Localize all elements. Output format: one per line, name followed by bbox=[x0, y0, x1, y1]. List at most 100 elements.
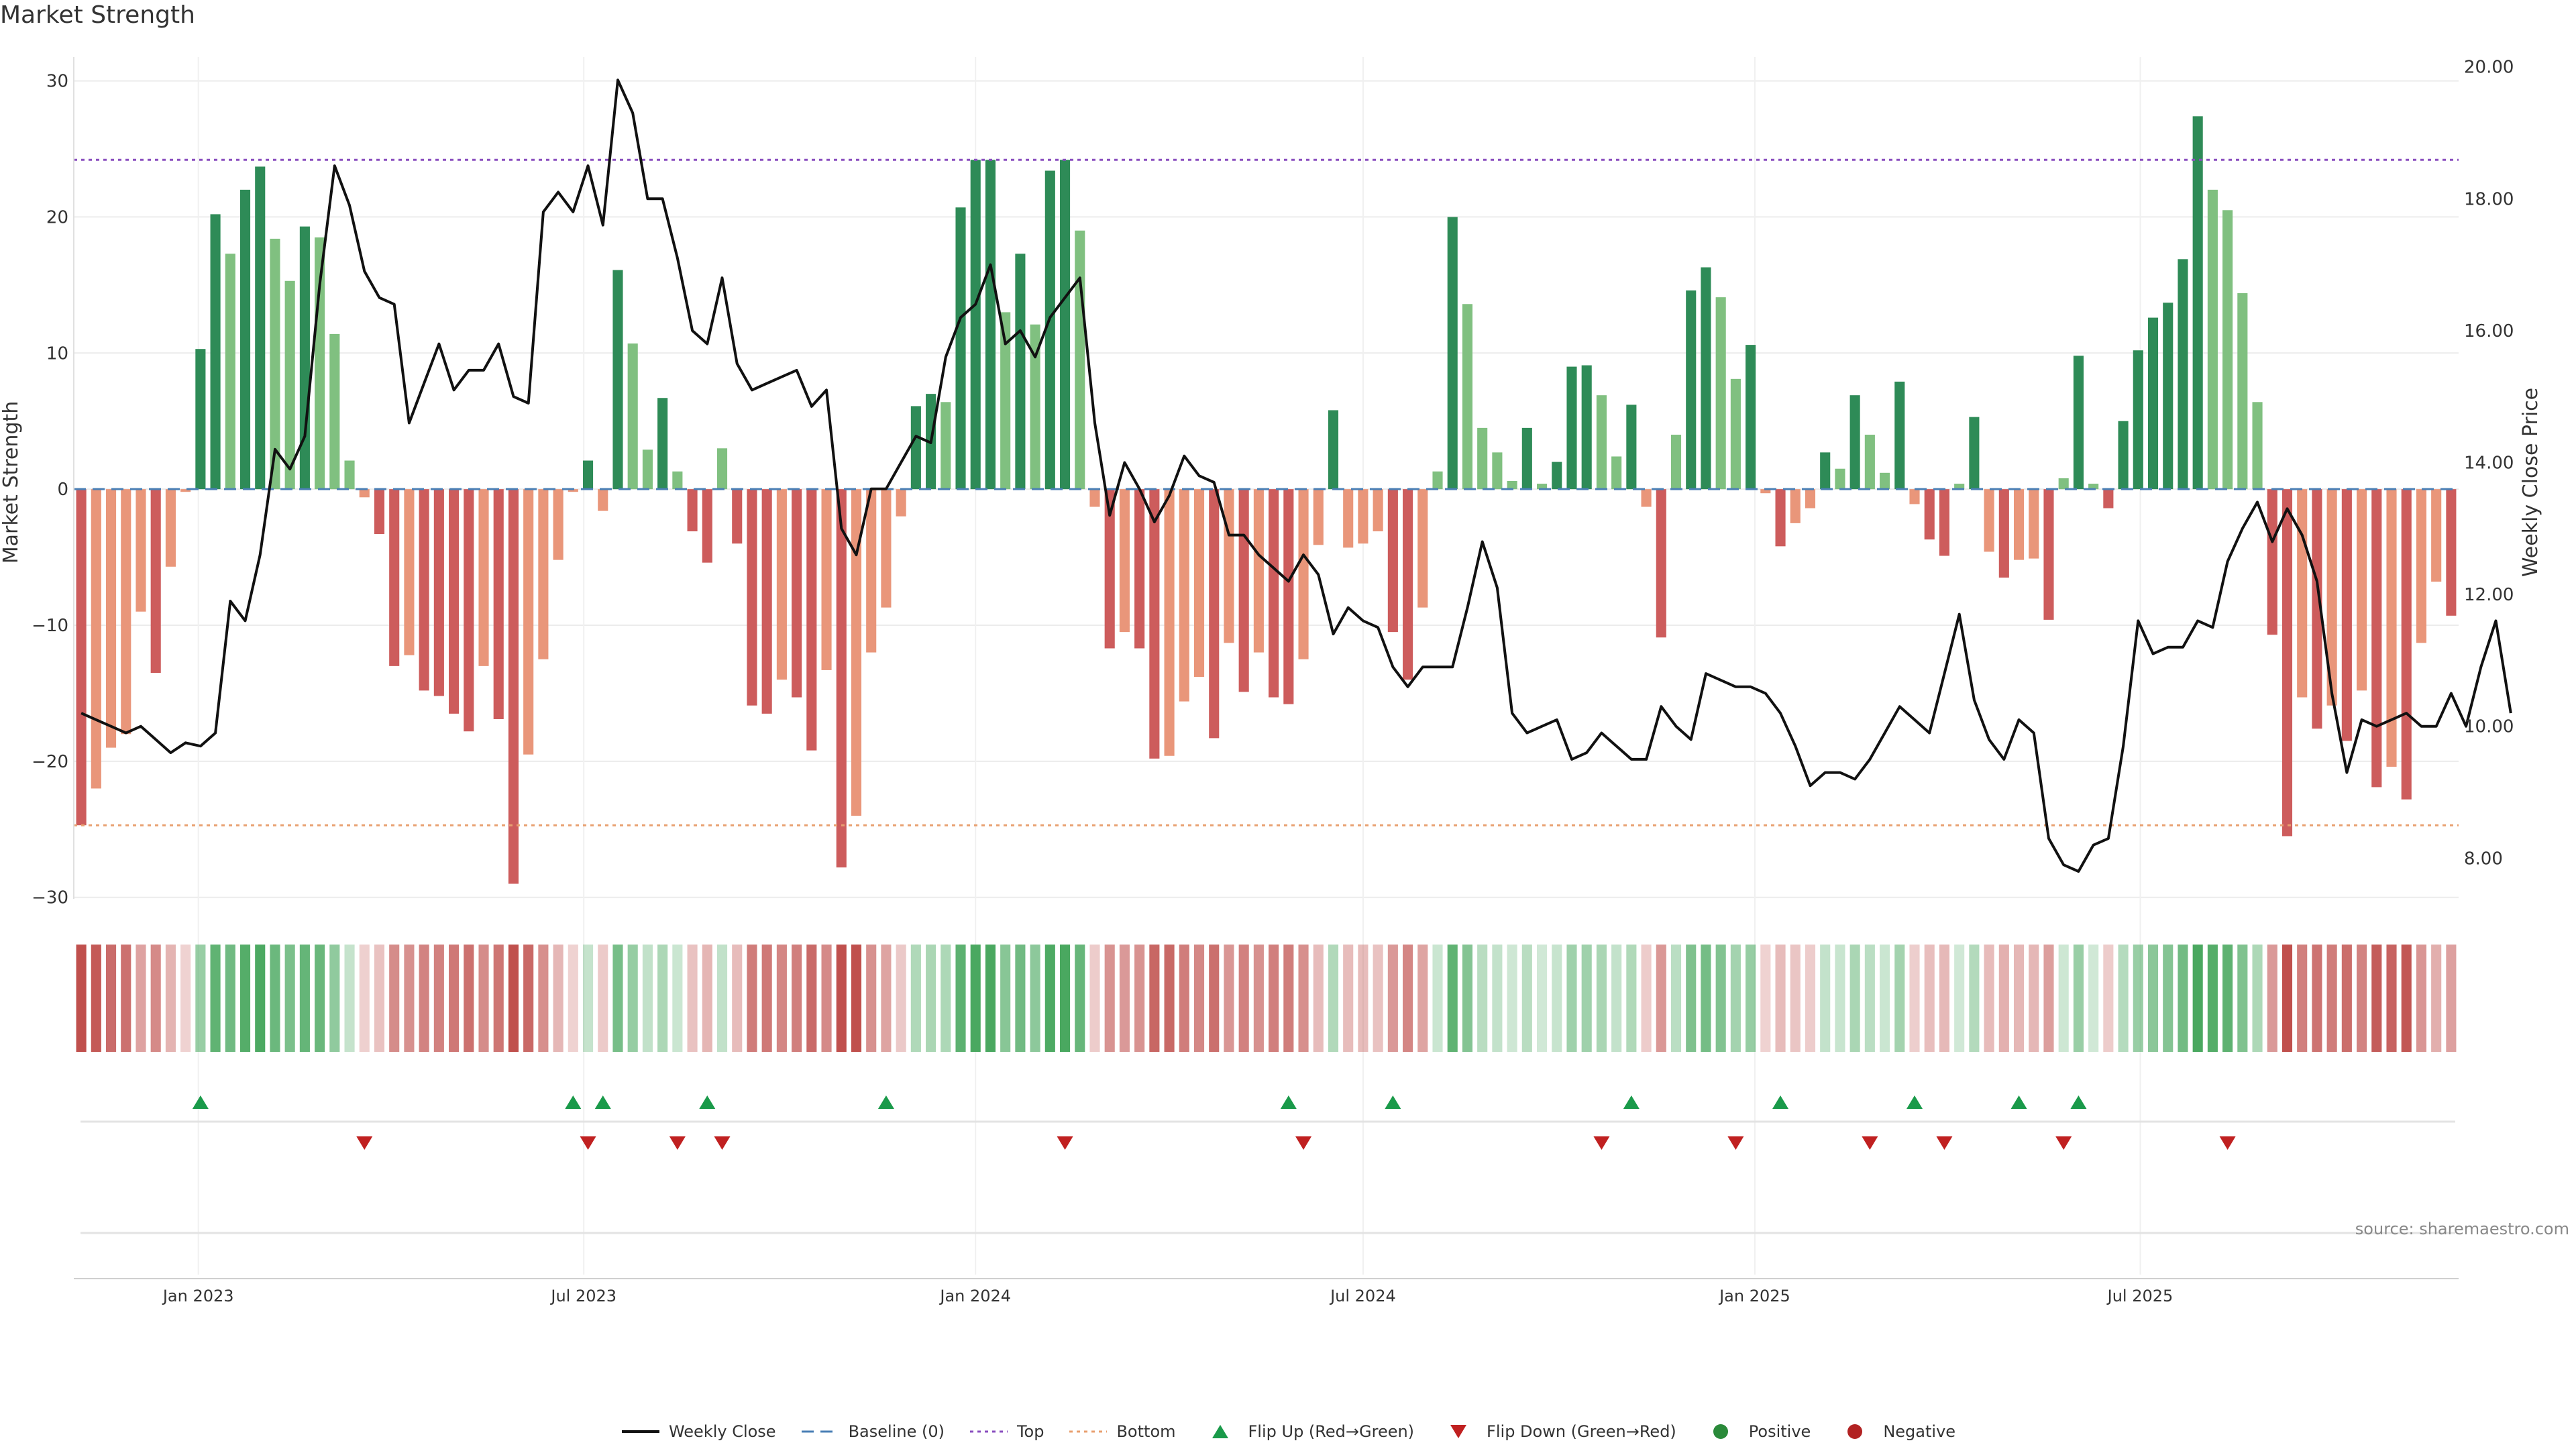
chart-title: Market Strength bbox=[0, 1, 195, 29]
heat-cell bbox=[1998, 945, 2009, 1052]
strength-bar bbox=[210, 214, 221, 490]
strength-bar bbox=[1328, 410, 1339, 490]
strength-bar bbox=[1403, 489, 1413, 680]
heat-cell bbox=[2357, 945, 2367, 1052]
heat-cell bbox=[2073, 945, 2084, 1052]
strength-bar bbox=[523, 489, 534, 755]
heat-cell bbox=[1253, 945, 1264, 1052]
heat-cell bbox=[1641, 945, 1652, 1052]
strength-bar bbox=[1462, 304, 1473, 490]
right-tick-label: 14.00 bbox=[2464, 453, 2514, 474]
strength-bar bbox=[1820, 452, 1831, 490]
legend-swatch bbox=[801, 1430, 839, 1433]
strength-bar bbox=[2401, 489, 2412, 800]
flip-down-marker bbox=[580, 1136, 596, 1150]
strength-bar bbox=[2416, 489, 2427, 643]
strength-bar bbox=[553, 489, 564, 560]
strength-bar bbox=[2103, 489, 2114, 508]
strength-bar bbox=[299, 226, 310, 490]
heat-cell bbox=[374, 945, 385, 1052]
heat-cell bbox=[284, 945, 295, 1052]
strength-bar bbox=[195, 349, 206, 490]
flip-up-marker bbox=[1280, 1095, 1297, 1109]
heat-cell bbox=[1552, 945, 1562, 1052]
strength-bar bbox=[776, 489, 787, 680]
heat-cell bbox=[195, 945, 206, 1052]
strength-bar bbox=[2163, 303, 2174, 490]
strength-bar bbox=[538, 489, 549, 659]
strength-bar bbox=[1179, 489, 1189, 702]
heat-cell bbox=[941, 945, 951, 1052]
legend-item: Baseline (0) bbox=[800, 1422, 945, 1441]
heat-cell bbox=[2416, 945, 2427, 1052]
heat-cell bbox=[464, 945, 474, 1052]
heat-cell bbox=[1880, 945, 1890, 1052]
right-tick-label: 8.00 bbox=[2464, 849, 2503, 869]
strength-bar bbox=[2207, 189, 2218, 490]
flip-down-marker bbox=[356, 1136, 373, 1150]
flip-up-marker bbox=[1385, 1095, 1401, 1109]
strength-bar bbox=[1089, 489, 1100, 507]
legend-item: Positive bbox=[1701, 1422, 1811, 1441]
right-axis-title: Weekly Close Price bbox=[2519, 388, 2542, 577]
heat-cell bbox=[1193, 945, 1205, 1052]
heat-cell bbox=[1969, 945, 1980, 1052]
flip-up-marker bbox=[699, 1095, 716, 1109]
strength-bar bbox=[2357, 489, 2367, 691]
strength-bar bbox=[1521, 427, 1532, 490]
flip-up-marker bbox=[192, 1095, 209, 1109]
strength-bar bbox=[1775, 489, 1786, 547]
strength-bar bbox=[2043, 489, 2054, 620]
heat-cell bbox=[2133, 945, 2143, 1052]
strength-bar bbox=[2073, 356, 2084, 490]
strength-bar bbox=[1075, 230, 1085, 490]
strength-bar bbox=[1000, 312, 1011, 490]
heat-cell bbox=[1373, 945, 1383, 1052]
axes: 30 20 10 0 −10 −20 −30 Market Strength 20.00 18.0… bbox=[0, 57, 2542, 908]
x-tick-label: Jan 2023 bbox=[162, 1287, 234, 1305]
strength-bar bbox=[464, 489, 474, 732]
strength-bar bbox=[2282, 489, 2293, 837]
heat-cell bbox=[270, 945, 280, 1052]
left-tick-label: 30 bbox=[46, 72, 68, 92]
heat-cell bbox=[136, 945, 146, 1052]
strength-bar bbox=[76, 489, 87, 826]
strength-bar bbox=[1924, 489, 1935, 540]
strength-bar bbox=[1880, 472, 1890, 490]
heat-cell bbox=[2178, 945, 2188, 1052]
strength-bar bbox=[404, 489, 415, 655]
heat-cell bbox=[2013, 945, 2025, 1052]
heat-cell bbox=[1462, 945, 1473, 1052]
heat-cell bbox=[508, 945, 519, 1052]
left-tick-label: −10 bbox=[32, 616, 68, 636]
heat-cell bbox=[1820, 945, 1831, 1052]
heat-cell bbox=[747, 945, 757, 1052]
heat-cell bbox=[1313, 945, 1324, 1052]
flip-down-marker bbox=[1057, 1136, 1073, 1150]
legend-label: Weekly Close bbox=[668, 1422, 776, 1441]
strength-bar bbox=[1954, 484, 1965, 490]
left-tick-label: −30 bbox=[32, 888, 68, 908]
flip-up-marker bbox=[1907, 1095, 1923, 1109]
strength-bar bbox=[225, 254, 235, 490]
right-tick-label: 12.00 bbox=[2464, 585, 2514, 605]
heat-cell bbox=[1596, 945, 1607, 1052]
strength-bar bbox=[1492, 452, 1503, 490]
strength-bar bbox=[255, 166, 266, 490]
heat-cell bbox=[2326, 945, 2337, 1052]
strength-bar bbox=[2446, 489, 2457, 616]
left-tick-label: −20 bbox=[32, 752, 68, 772]
heat-cell bbox=[612, 945, 623, 1052]
flip-down-marker bbox=[2219, 1136, 2236, 1150]
heat-cell bbox=[582, 945, 594, 1052]
heat-cell bbox=[1387, 945, 1398, 1052]
legend-swatch bbox=[1069, 1430, 1108, 1433]
strength-bar bbox=[1746, 345, 1756, 490]
strength-bar bbox=[1209, 489, 1220, 739]
strength-bar bbox=[568, 489, 578, 492]
legend-swatch bbox=[1212, 1425, 1228, 1438]
strength-bar bbox=[150, 489, 161, 673]
heat-cell bbox=[1269, 945, 1279, 1052]
heat-cell bbox=[1521, 945, 1532, 1052]
strength-bar bbox=[836, 489, 847, 868]
